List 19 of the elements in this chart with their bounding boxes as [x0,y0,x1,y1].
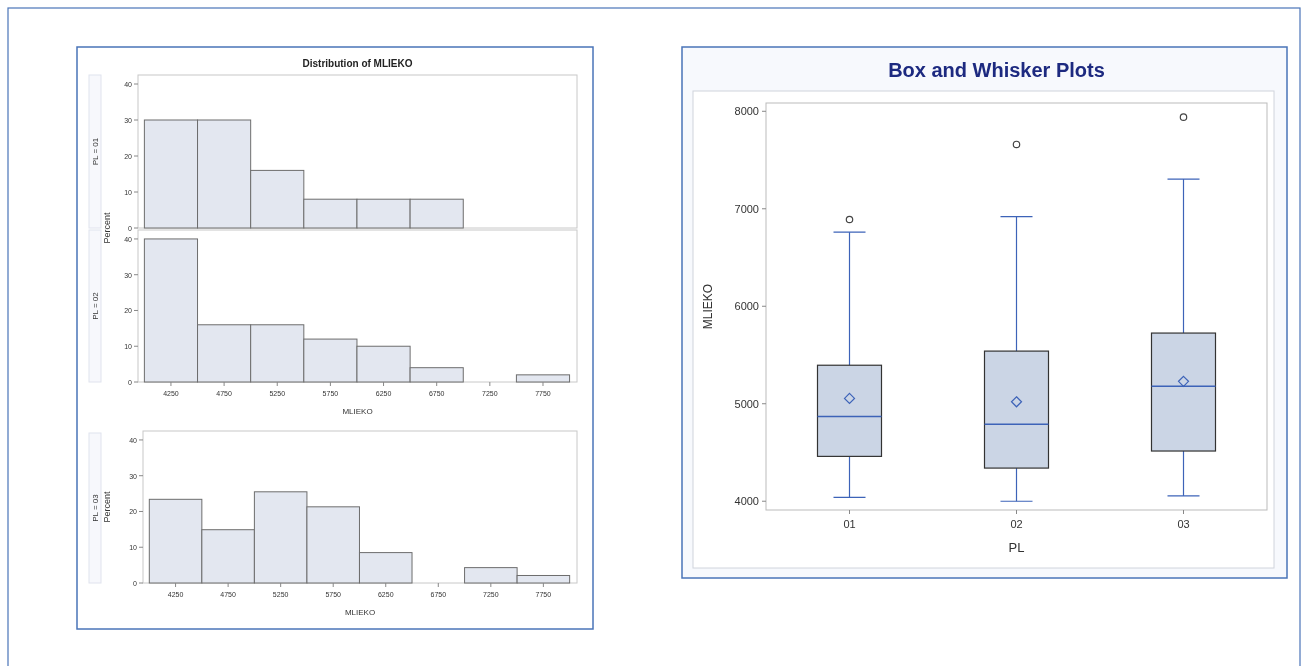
chart-title: Distribution of MLIEKO [302,58,413,69]
x-tick-label: 02 [1010,518,1023,530]
y-axis-title: Percent [102,212,112,244]
chart-title: Box and Whisker Plots [888,59,1105,81]
x-axis-title: PL [1008,540,1025,555]
y-tick-label: 6000 [734,300,759,313]
y-axis-title: MLIEKO [701,283,715,330]
y-tick-label: 8000 [734,105,759,118]
x-axis-title: MLIEKO [342,407,373,416]
text: PL = 01 [91,137,100,166]
y-tick-label: 4000 [734,495,759,508]
y-tick-label: 5000 [734,397,759,410]
y-tick-label: 7000 [734,202,759,215]
x-tick-label: 03 [1177,518,1190,530]
x-axis-title: MLIEKO [344,608,376,617]
x-tick-label: 01 [843,518,856,530]
text: PL = 02 [91,291,100,320]
y-axis-title: Percent [102,491,112,523]
text: PL = 03 [91,493,100,522]
